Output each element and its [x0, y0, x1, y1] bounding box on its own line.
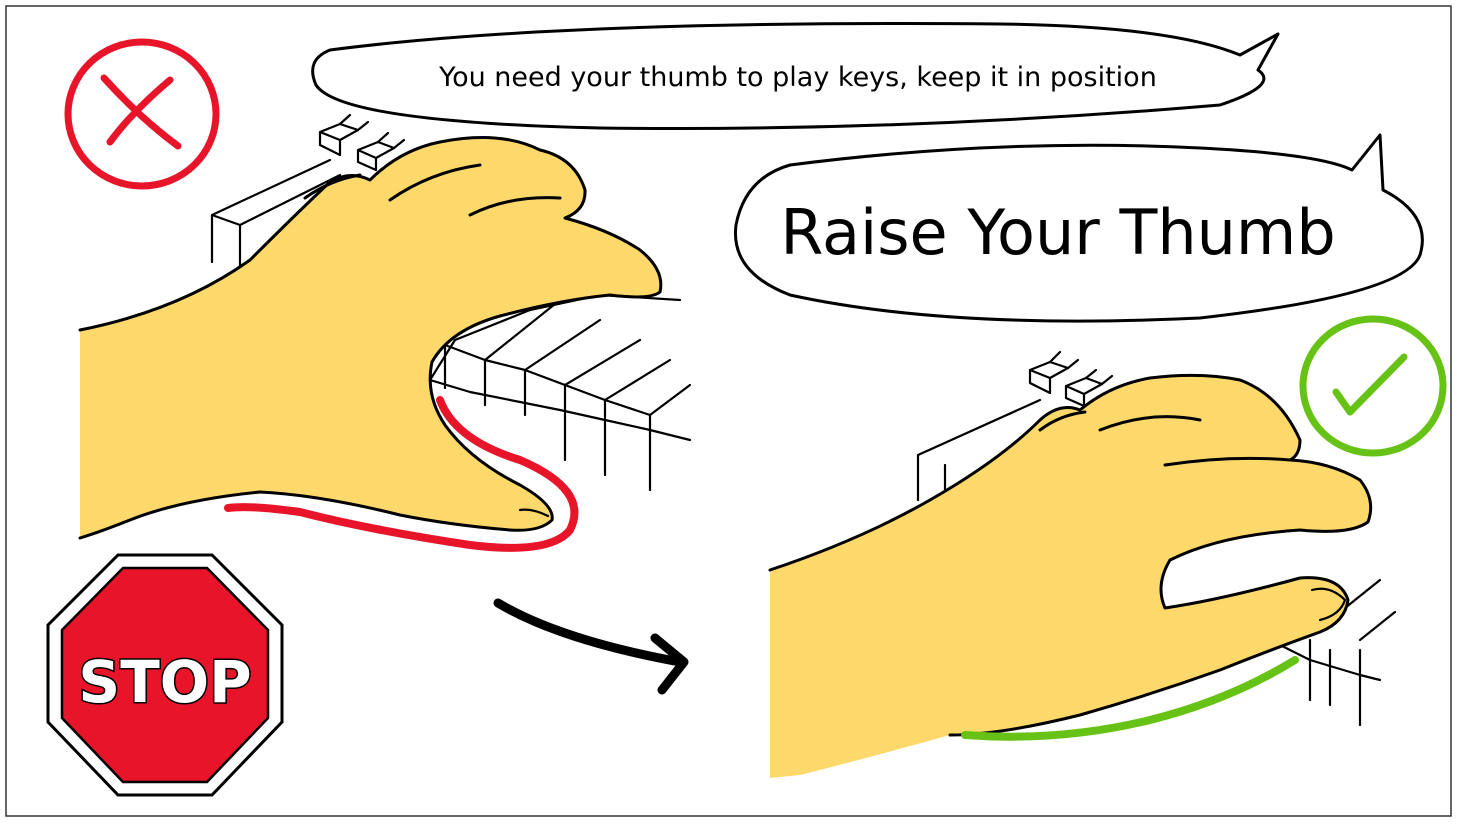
thumb-highlight-wrong	[224, 396, 579, 552]
arrow-right-icon	[493, 598, 689, 695]
piano-keys-right	[916, 350, 1397, 727]
speech-balloon-top: You need your thumb to play keys, keep i…	[311, 22, 1280, 131]
stop-sign-text: STOP	[78, 648, 251, 716]
thumb-highlight-right	[961, 656, 1299, 741]
hand-right	[768, 373, 1373, 778]
balloon-top-text: You need your thumb to play keys, keep i…	[438, 62, 1157, 93]
balloon-main-text: Raise Your Thumb	[780, 196, 1335, 269]
checkmark-icon	[1299, 315, 1447, 457]
hand-left	[78, 136, 663, 540]
cross-icon	[64, 38, 220, 190]
stop-sign: STOP	[46, 553, 284, 797]
speech-balloon-main: Raise Your Thumb	[733, 133, 1424, 323]
